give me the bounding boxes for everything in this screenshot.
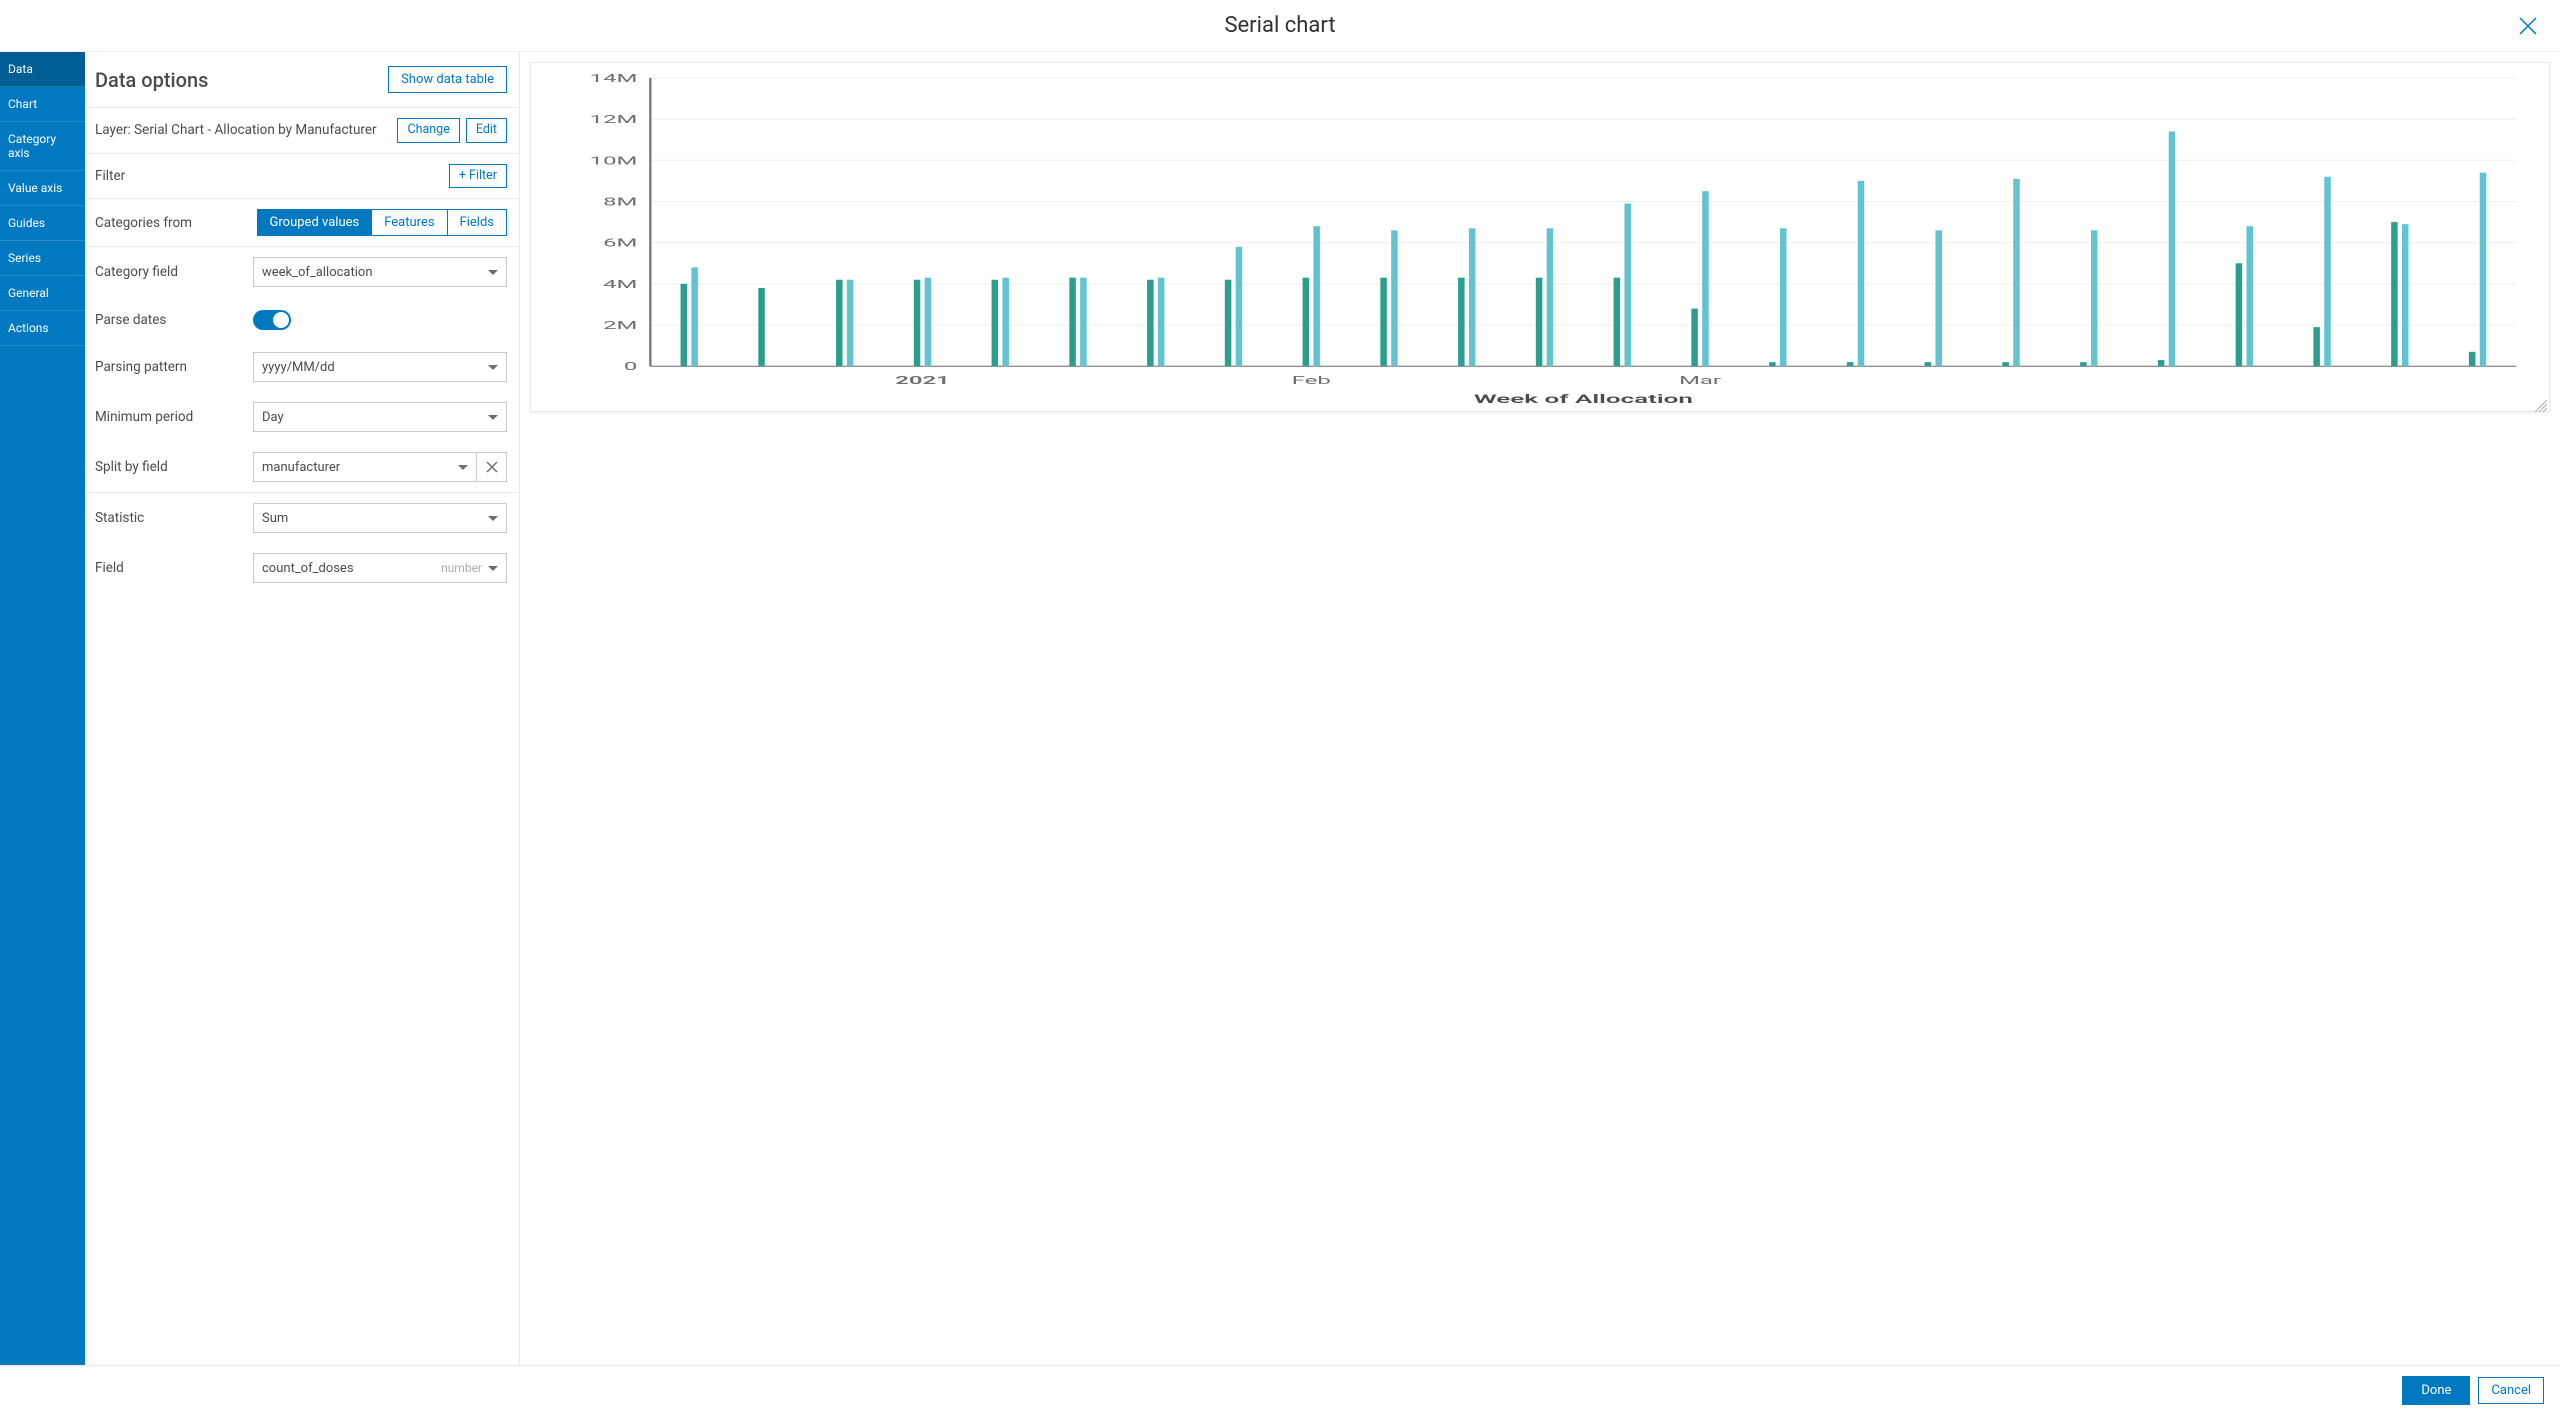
minimum-period-value: Day <box>262 410 284 425</box>
filter-label: Filter <box>95 168 125 184</box>
add-filter-button[interactable]: + Filter <box>449 164 507 189</box>
nav-item-data[interactable]: Data <box>0 52 85 87</box>
preview-pane: 0 2M 4M 6M 8M 10M 12M 14M 2021 Feb Mar Week of Allo… <box>520 52 2560 1365</box>
segment-grouped-values[interactable]: Grouped values <box>257 209 373 236</box>
category-field-select[interactable]: week_of_allocation <box>253 257 507 287</box>
footer: Done Cancel <box>0 1365 2560 1415</box>
chevron-down-icon <box>488 516 498 521</box>
nav-item-category-axis[interactable]: Category axis <box>0 122 85 171</box>
svg-text:Mar: Mar <box>1679 374 1722 387</box>
serial-chart: 0 2M 4M 6M 8M 10M 12M 14M 2021 Feb Mar Week of Allo… <box>531 63 2549 411</box>
show-data-table-button[interactable]: Show data table <box>388 66 507 93</box>
svg-text:10M: 10M <box>590 154 638 167</box>
segment-fields[interactable]: Fields <box>447 209 507 236</box>
field-type-hint: number <box>441 561 488 575</box>
statistic-value: Sum <box>262 511 288 526</box>
svg-text:8M: 8M <box>603 195 637 208</box>
layer-change-button[interactable]: Change <box>397 118 459 143</box>
categories-from-label: Categories from <box>95 215 245 231</box>
nav-item-chart[interactable]: Chart <box>0 87 85 122</box>
done-button[interactable]: Done <box>2402 1376 2470 1405</box>
svg-text:0: 0 <box>624 360 637 373</box>
chart-card: 0 2M 4M 6M 8M 10M 12M 14M 2021 Feb Mar Week of Allo… <box>530 62 2550 412</box>
nav-item-actions[interactable]: Actions <box>0 311 85 346</box>
nav-item-general[interactable]: General <box>0 276 85 311</box>
nav-item-guides[interactable]: Guides <box>0 206 85 241</box>
chevron-down-icon <box>488 270 498 275</box>
svg-text:12M: 12M <box>590 113 638 126</box>
split-by-clear-button[interactable] <box>477 452 507 482</box>
svg-text:2021: 2021 <box>895 374 950 387</box>
svg-text:Week of Allocation: Week of Allocation <box>1474 392 1693 406</box>
split-by-label: Split by field <box>95 459 245 475</box>
parse-dates-label: Parse dates <box>95 312 245 328</box>
chevron-down-icon <box>458 465 468 470</box>
svg-text:14M: 14M <box>590 72 638 85</box>
left-nav: DataChartCategory axisValue axisGuidesSe… <box>0 52 85 1365</box>
segment-features[interactable]: Features <box>371 209 447 236</box>
chevron-down-icon <box>488 365 498 370</box>
panel-heading: Data options <box>95 68 208 92</box>
split-by-select[interactable]: manufacturer <box>253 452 477 482</box>
chevron-down-icon <box>488 566 498 571</box>
field-value: count_of_doses <box>262 561 354 576</box>
resize-handle-icon[interactable] <box>2535 397 2547 409</box>
page-title: Serial chart <box>1224 13 1335 38</box>
statistic-label: Statistic <box>95 510 245 526</box>
categories-from-segmented: Grouped valuesFeaturesFields <box>257 209 507 236</box>
cancel-button[interactable]: Cancel <box>2478 1377 2544 1404</box>
svg-text:Feb: Feb <box>1292 374 1331 387</box>
field-label: Field <box>95 560 245 576</box>
layer-label: Layer: Serial Chart - Allocation by Manu… <box>95 122 389 138</box>
statistic-select[interactable]: Sum <box>253 503 507 533</box>
chevron-down-icon <box>488 415 498 420</box>
field-select[interactable]: count_of_doses number <box>253 553 507 583</box>
category-field-value: week_of_allocation <box>262 265 373 280</box>
nav-item-value-axis[interactable]: Value axis <box>0 171 85 206</box>
close-icon[interactable] <box>2512 10 2544 42</box>
config-panel: Data options Show data table Layer: Seri… <box>85 52 520 1365</box>
parsing-pattern-select[interactable]: yyyy/MM/dd <box>253 352 507 382</box>
parsing-pattern-label: Parsing pattern <box>95 359 245 375</box>
svg-text:2M: 2M <box>603 319 637 332</box>
layer-edit-button[interactable]: Edit <box>466 118 507 143</box>
parse-dates-toggle[interactable] <box>253 310 291 330</box>
svg-text:4M: 4M <box>603 278 637 291</box>
minimum-period-select[interactable]: Day <box>253 402 507 432</box>
parsing-pattern-value: yyyy/MM/dd <box>262 360 335 375</box>
svg-text:6M: 6M <box>603 237 637 250</box>
nav-item-series[interactable]: Series <box>0 241 85 276</box>
title-bar: Serial chart <box>0 0 2560 52</box>
minimum-period-label: Minimum period <box>95 409 245 425</box>
split-by-value: manufacturer <box>262 460 340 475</box>
category-field-label: Category field <box>95 264 245 280</box>
